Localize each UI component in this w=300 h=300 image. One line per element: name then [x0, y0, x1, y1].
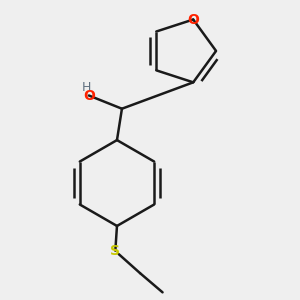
Text: H: H: [82, 81, 91, 94]
Text: S: S: [110, 244, 120, 258]
Text: O: O: [83, 88, 95, 103]
Text: O: O: [187, 13, 199, 26]
